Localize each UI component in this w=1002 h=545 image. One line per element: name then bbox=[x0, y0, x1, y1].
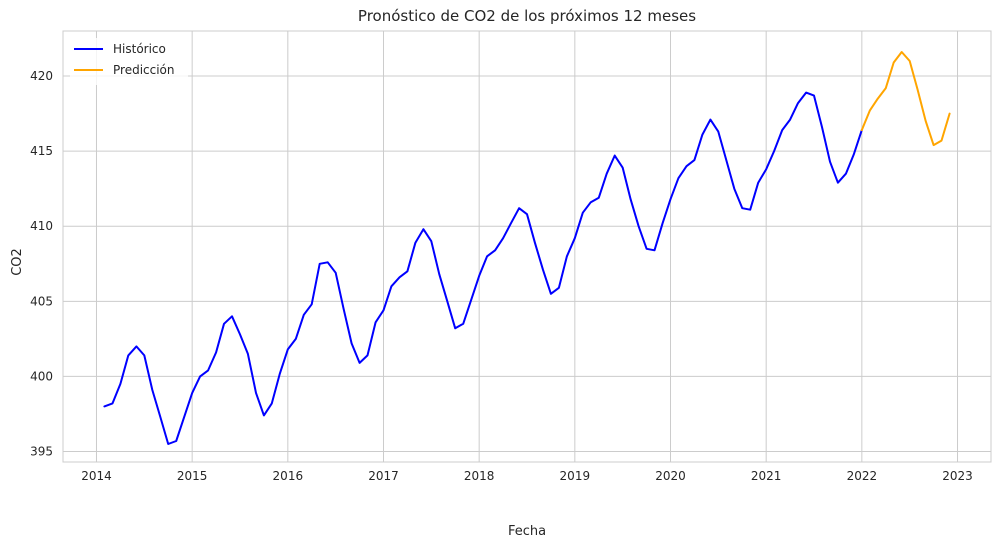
series-layer bbox=[103, 51, 951, 445]
x-tick-label: 2015 bbox=[177, 469, 208, 483]
y-tick-label: 405 bbox=[30, 294, 53, 308]
x-tick-label: 2020 bbox=[655, 469, 686, 483]
plot-frame bbox=[62, 30, 992, 463]
x-tick-label: 2021 bbox=[751, 469, 782, 483]
x-axis-ticks: 2014 2015 2016 2017 2018 2019 2020 2021 2022 2023 bbox=[81, 469, 973, 483]
x-axis-label: Fecha bbox=[508, 524, 546, 539]
x-tick-label: 2017 bbox=[368, 469, 399, 483]
x-tick-label: 2016 bbox=[273, 469, 304, 483]
y-tick-label: 400 bbox=[30, 369, 53, 383]
plot-area bbox=[63, 31, 991, 462]
y-tick-label: 395 bbox=[30, 444, 53, 458]
grid bbox=[63, 31, 991, 462]
series-line-historico bbox=[103, 91, 863, 445]
x-tick-label: 2019 bbox=[560, 469, 591, 483]
y-axis-label: CO2 bbox=[10, 248, 25, 276]
y-tick-label: 420 bbox=[30, 69, 53, 83]
y-tick-label: 415 bbox=[30, 144, 53, 158]
series-line-prediccion bbox=[860, 51, 951, 147]
legend: Histórico Predicción bbox=[70, 38, 188, 85]
x-tick-label: 2023 bbox=[942, 469, 973, 483]
y-axis-ticks: 395 400 405 410 415 420 bbox=[30, 69, 53, 458]
x-tick-label: 2018 bbox=[464, 469, 495, 483]
chart-title: Pronóstico de CO2 de los próximos 12 mes… bbox=[358, 7, 696, 25]
y-tick-label: 410 bbox=[30, 219, 53, 233]
legend-box bbox=[70, 38, 188, 85]
legend-label-historico: Histórico bbox=[113, 42, 166, 56]
x-tick-label: 2022 bbox=[847, 469, 878, 483]
x-tick-label: 2014 bbox=[81, 469, 112, 483]
legend-label-prediccion: Predicción bbox=[113, 63, 175, 77]
